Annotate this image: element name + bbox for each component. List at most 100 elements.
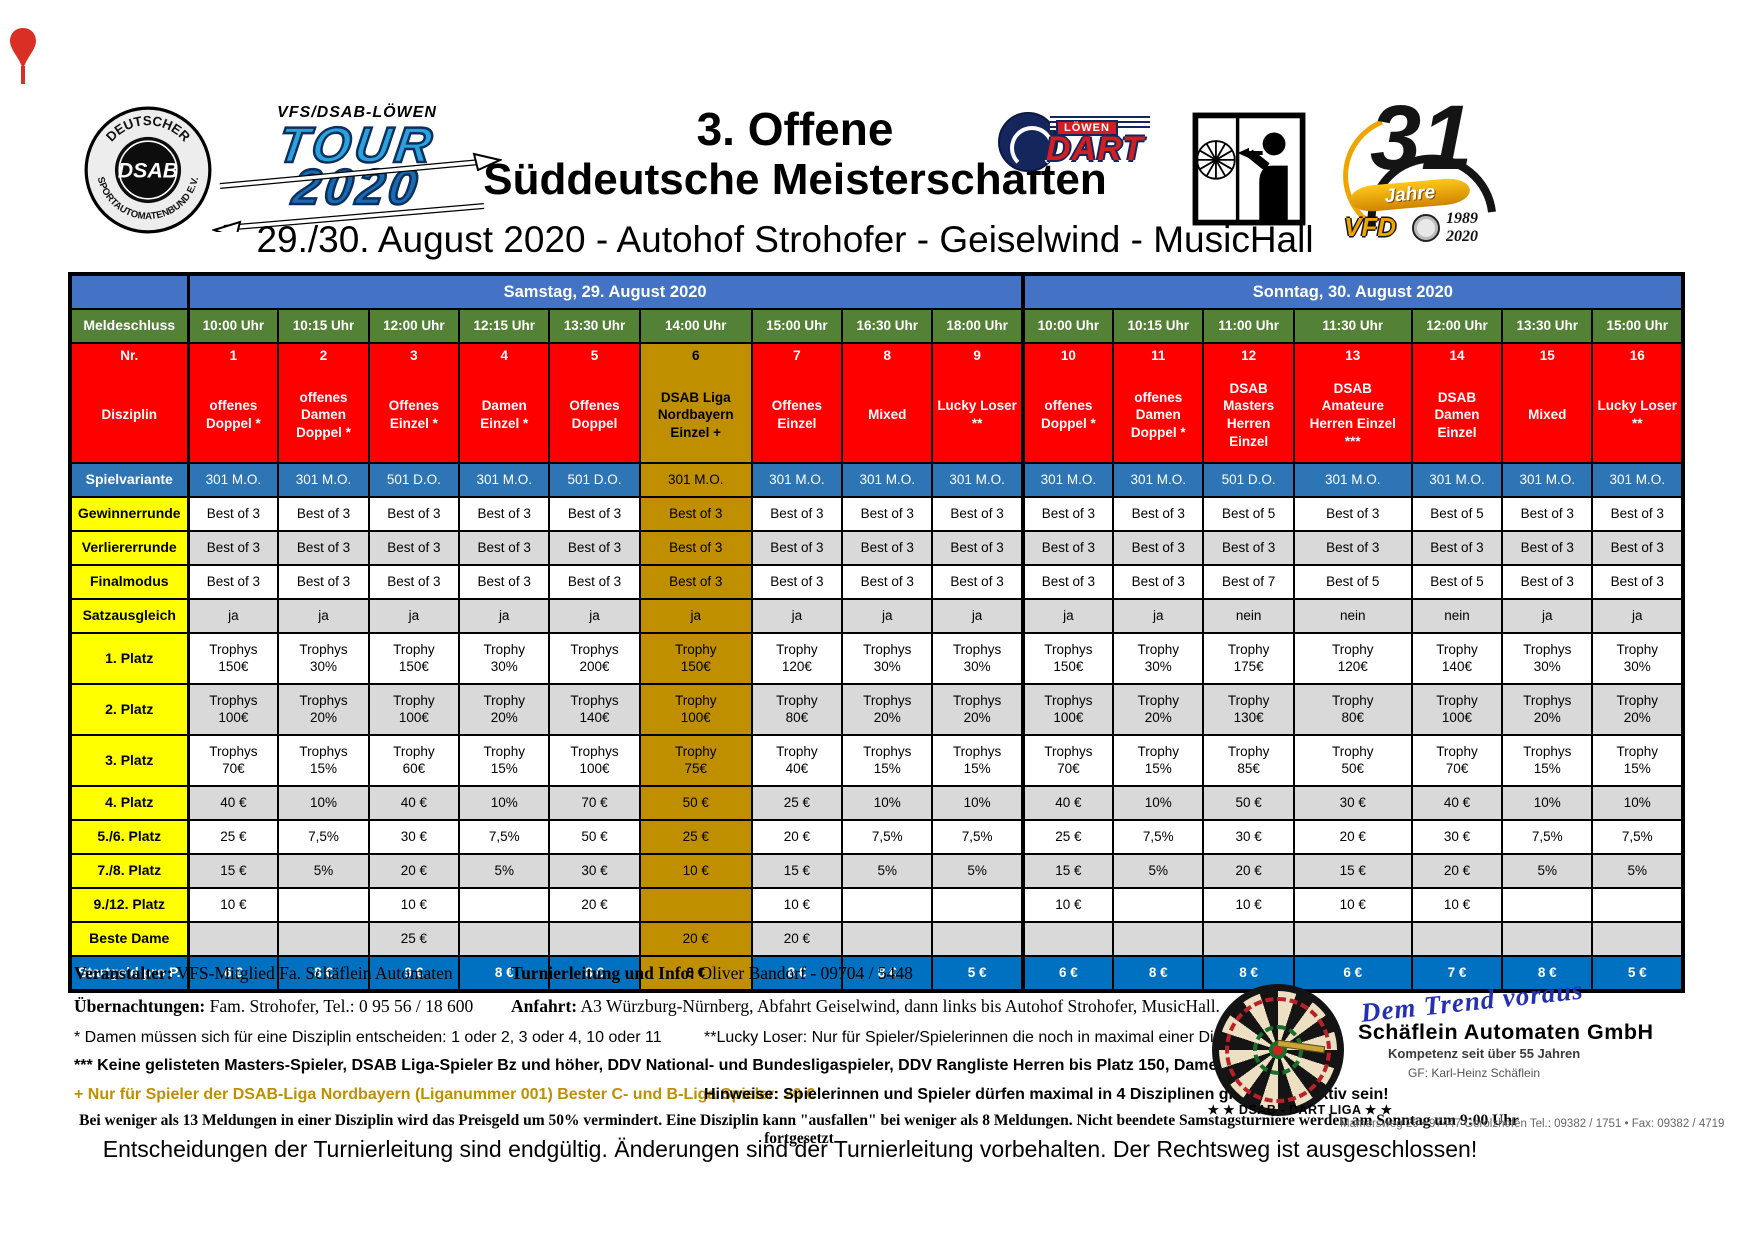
row-label-beste_dame: Beste Dame: [69, 921, 190, 957]
platz78-cell: 5%: [931, 853, 1025, 889]
note-final: Entscheidungen der Turnierleitung sind e…: [102, 1136, 1478, 1162]
satzausgleich-cell: ja: [458, 598, 551, 634]
gewinnerrunde-cell: Best of 3: [277, 496, 370, 532]
platz56-cell: 20 €: [750, 819, 844, 855]
gewinnerrunde-cell: Best of 3: [458, 496, 551, 532]
platz56-cell: 7,5%: [841, 819, 934, 855]
verliererrunde-cell: Best of 3: [931, 530, 1025, 566]
row-label-platz78: 7./8. Platz: [69, 853, 190, 889]
beste_dame-cell: [1501, 921, 1594, 957]
platz3-cell: Trophy 60€: [367, 734, 461, 787]
beste_dame-cell: [1202, 921, 1295, 957]
discipline-cell: 13 DSAB Amateure Herren Einzel ***: [1292, 342, 1413, 464]
title-line2: Süddeutsche Meisterschaften: [483, 154, 1107, 204]
row-label-verliererrunde: Verliererrunde: [69, 530, 190, 566]
meldeschluss-cell: 12:00 Uhr: [1410, 308, 1504, 344]
tour-2020-logo: VFS/DSAB-LÖWEN TOUR 2020: [212, 104, 502, 234]
row-label-platz1: 1. Platz: [69, 632, 190, 685]
verliererrunde-cell: Best of 3: [1202, 530, 1295, 566]
beste_dame-cell: 20 €: [750, 921, 844, 957]
row-label-disziplin: Nr. Disziplin: [69, 342, 190, 464]
gewinnerrunde-cell: Best of 3: [1112, 496, 1205, 532]
startgeld-cell: 8 €: [277, 955, 370, 992]
dsab-center-text: DSAB: [118, 158, 178, 182]
spielvariante-cell: 301 M.O.: [638, 462, 753, 498]
verliererrunde-cell: Best of 3: [1112, 530, 1205, 566]
platz3-cell: Trophy 15%: [1112, 734, 1205, 787]
platz4-cell: 30 €: [1292, 785, 1413, 821]
discipline-cell: 5 Offenes Doppel: [548, 342, 641, 464]
finalmodus-cell: Best of 3: [277, 564, 370, 600]
platz2-cell: Trophys 20%: [277, 683, 370, 736]
finalmodus-cell: Best of 3: [1591, 564, 1684, 600]
platz78-cell: 5%: [841, 853, 934, 889]
platz4-cell: 10%: [458, 785, 551, 821]
verliererrunde-cell: Best of 3: [1021, 530, 1115, 566]
startgeld-cell: 8 €: [638, 955, 753, 992]
beste_dame-cell: [1021, 921, 1115, 957]
startgeld-cell: 6 €: [1021, 955, 1115, 992]
discipline-cell: 12 DSAB Masters Herren Einzel: [1202, 342, 1295, 464]
verliererrunde-cell: Best of 3: [367, 530, 461, 566]
note-masters: *** Keine gelisteten Masters-Spieler, DS…: [74, 1057, 1328, 1074]
platz56-cell: 25 €: [1021, 819, 1115, 855]
discipline-cell: 14 DSAB Damen Einzel: [1410, 342, 1504, 464]
gewinnerrunde-cell: Best of 3: [1292, 496, 1413, 532]
platz1-cell: Trophys 150€: [1021, 632, 1115, 685]
platz56-cell: 7,5%: [931, 819, 1025, 855]
organizer-line: Veranstalter: VFS-Mitglied Fa. Schäflein…: [74, 963, 913, 983]
platz1-cell: Trophy 120€: [1292, 632, 1413, 685]
platz1-cell: Trophy 30%: [458, 632, 551, 685]
verliererrunde-cell: Best of 3: [548, 530, 641, 566]
row-label-gewinnerrunde: Gewinnerrunde: [69, 496, 190, 532]
beste_dame-cell: 25 €: [367, 921, 461, 957]
platz78-cell: 5%: [1112, 853, 1205, 889]
spielvariante-cell: 301 M.O.: [1112, 462, 1205, 498]
gewinnerrunde-cell: Best of 3: [638, 496, 753, 532]
platz56-cell: 7,5%: [1112, 819, 1205, 855]
discipline-cell: 16 Lucky Loser **: [1591, 342, 1684, 464]
meldeschluss-cell: 12:00 Uhr: [367, 308, 461, 344]
platz912-cell: 10 €: [1292, 887, 1413, 923]
event-subtitle: 29./30. August 2020 - Autohof Strohofer …: [256, 219, 1314, 260]
startgeld-cell: 8 €: [750, 955, 844, 992]
spielvariante-cell: 301 M.O.: [1292, 462, 1413, 498]
platz78-cell: 10 €: [638, 853, 753, 889]
beste_dame-cell: [1292, 921, 1413, 957]
discipline-cell: 4 Damen Einzel *: [458, 342, 551, 464]
platz1-cell: Trophys 30%: [931, 632, 1025, 685]
platz78-cell: 20 €: [367, 853, 461, 889]
spielvariante-cell: 301 M.O.: [841, 462, 934, 498]
loewen-label: LÖWEN: [1056, 120, 1118, 136]
satzausgleich-cell: ja: [638, 598, 753, 634]
platz4-cell: 10%: [931, 785, 1025, 821]
verliererrunde-cell: Best of 3: [1410, 530, 1504, 566]
verliererrunde-cell: Best of 3: [186, 530, 280, 566]
satzausgleich-cell: ja: [1591, 598, 1684, 634]
meldeschluss-cell: 10:15 Uhr: [277, 308, 370, 344]
platz1-cell: Trophys 30%: [1501, 632, 1594, 685]
platz78-cell: 20 €: [1202, 853, 1295, 889]
satzausgleich-cell: nein: [1202, 598, 1295, 634]
platz3-cell: Trophy 75€: [638, 734, 753, 787]
spielvariante-cell: 301 M.O.: [277, 462, 370, 498]
startgeld-cell: 5 €: [1591, 955, 1684, 992]
tour-year: 2020: [288, 158, 426, 217]
platz1-cell: Trophy 150€: [367, 632, 461, 685]
gewinnerrunde-cell: Best of 5: [1410, 496, 1504, 532]
platz56-cell: 7,5%: [277, 819, 370, 855]
platz3-cell: Trophys 15%: [1501, 734, 1594, 787]
finalmodus-cell: Best of 3: [1501, 564, 1594, 600]
platz2-cell: Trophy 100€: [638, 683, 753, 736]
discipline-cell: 3 Offenes Einzel *: [367, 342, 461, 464]
beste_dame-cell: [841, 921, 934, 957]
note-plus-hinweise: + Nur für Spieler der DSAB-Liga Nordbaye…: [74, 1086, 1389, 1103]
platz78-cell: 20 €: [1410, 853, 1504, 889]
satzausgleich-cell: ja: [186, 598, 280, 634]
finalmodus-cell: Best of 3: [458, 564, 551, 600]
finalmodus-cell: Best of 3: [1112, 564, 1205, 600]
platz1-cell: Trophy 30%: [1591, 632, 1684, 685]
platz1-cell: Trophys 30%: [277, 632, 370, 685]
discipline-cell: 8 Mixed: [841, 342, 934, 464]
platz1-cell: Trophys 30%: [841, 632, 934, 685]
